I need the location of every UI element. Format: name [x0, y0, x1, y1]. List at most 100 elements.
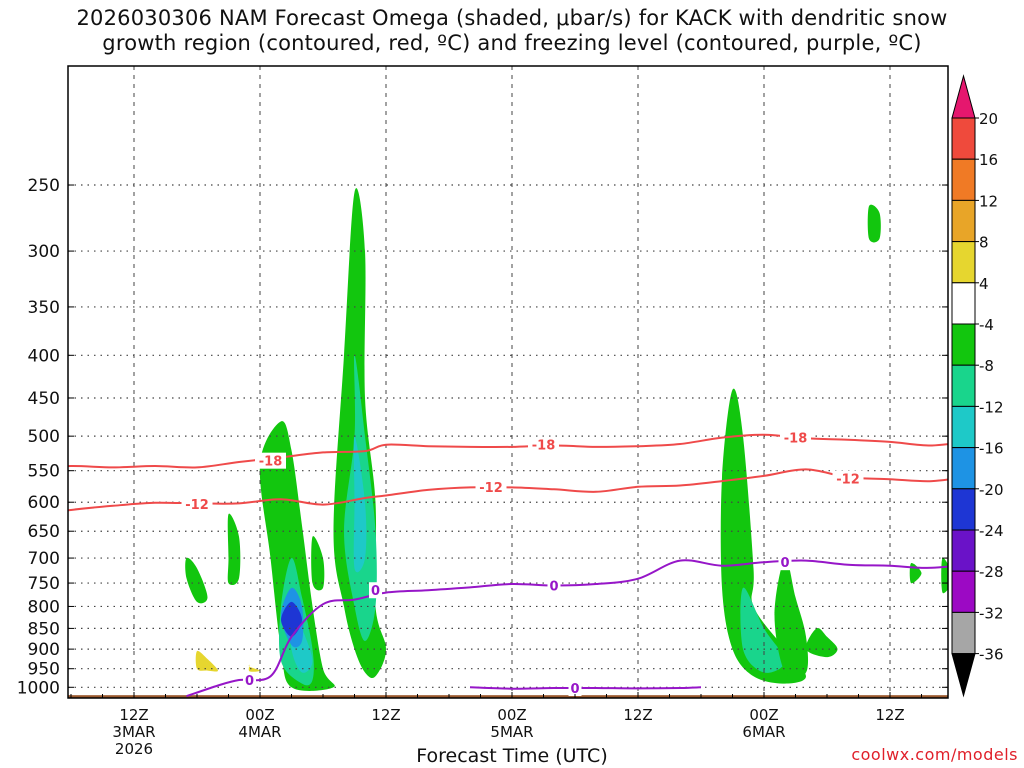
colorbar-box-13 [951, 611, 976, 655]
contour-label-bg-1-1 [475, 478, 507, 495]
colorbar-label-9: -20 [979, 481, 1004, 499]
colorbar-label-8: -16 [979, 440, 1004, 458]
x-tick-label-24-1: 4MAR [238, 723, 281, 741]
y-tick-label-650: 650 [28, 522, 60, 542]
omega-region-green-16 [805, 628, 838, 658]
y-tick-label-950: 950 [28, 660, 60, 680]
omega-region-yellow-1 [248, 664, 260, 672]
y-tick-label-600: 600 [28, 493, 60, 513]
x-tick-label-84-0: 12Z [875, 706, 904, 724]
omega-region-green-4 [259, 421, 335, 691]
colorbar-box-4 [951, 241, 976, 284]
contour-label-bg-3-0 [568, 680, 582, 697]
y-tick-label-500: 500 [28, 427, 60, 447]
contour-label-3-0: 0 [570, 682, 579, 697]
colorbar-label-0: 20 [979, 110, 998, 128]
omega-region-green-19 [867, 204, 881, 243]
colorbar-box-7 [951, 364, 976, 407]
x-tick-label-60-0: 12Z [623, 706, 652, 724]
y-tick-label-250: 250 [28, 176, 60, 196]
colorbar-box-8 [951, 405, 976, 449]
contour-line-2 [186, 559, 948, 698]
colorbar-box-1 [951, 117, 976, 160]
contour-label-1-2: -12 [836, 473, 860, 488]
omega-region-cyan-12 [353, 436, 367, 573]
colorbar-box-11 [951, 529, 976, 572]
colorbar-box-10 [951, 488, 976, 531]
contour-label-bg-0-1 [528, 436, 559, 453]
credit-text: coolwx.com/models [851, 745, 1018, 764]
contour-label-0-0: -18 [259, 455, 283, 470]
colorbar-label-6: -8 [979, 357, 994, 375]
contour-label-0-2: -18 [784, 432, 808, 447]
x-tick-label-72-1: 6MAR [742, 723, 785, 741]
contour-label-bg-1-2 [832, 470, 864, 487]
gridlines [68, 66, 948, 698]
colorbar-label-4: 4 [979, 275, 989, 293]
contour-line-3 [469, 686, 702, 690]
y-tick-label-1000: 1000 [17, 678, 60, 698]
colorbar-box-12 [951, 570, 976, 613]
y-tick-label-800: 800 [28, 597, 60, 617]
colorbar-label-11: -28 [979, 563, 1004, 581]
plot-frame [67, 65, 949, 699]
y-tick-label-450: 450 [28, 389, 60, 409]
y-axis: 2503003504004505005506006507007508008509… [17, 176, 948, 698]
omega-region-green-15 [774, 557, 809, 679]
plot-background [68, 66, 948, 698]
colorbar-label-3: 8 [979, 234, 989, 252]
colorbar-label-7: -12 [979, 398, 1004, 416]
contour-label-2-0: 0 [245, 674, 254, 689]
omega-region-green-9 [311, 536, 325, 591]
ground-strip [68, 695, 948, 698]
ground-strip-fill [68, 695, 948, 698]
contour-label-bg-1-0 [181, 496, 213, 513]
contour-label-bg-2-1 [369, 582, 382, 599]
colorbar-box-6 [951, 323, 976, 366]
x-tick-label-72-0: 00Z [749, 706, 778, 724]
x-tick-label-36-0: 12Z [371, 706, 400, 724]
x-tick-label-12-1: 3MAR [112, 723, 155, 741]
omega-region-teal-14 [740, 587, 785, 673]
contour-label-bg-2-0 [243, 671, 256, 688]
contour-label-0-1: -18 [532, 439, 556, 454]
colorbar-box-5 [951, 282, 976, 325]
colorbar-label-12: -32 [979, 604, 1004, 622]
colorbar-top-arrow [951, 74, 976, 119]
x-tick-label-48-1: 5MAR [490, 723, 533, 741]
y-tick-label-400: 400 [28, 346, 60, 366]
contour-label-2-1: 0 [371, 584, 380, 599]
colorbar-label-2: 12 [979, 192, 998, 210]
y-tick-label-700: 700 [28, 549, 60, 569]
contour-label-bg-0-2 [780, 429, 811, 446]
colorbar-label-13: -36 [979, 646, 1004, 664]
colorbar-bottom-arrow [951, 653, 976, 698]
contour-label-bg-0-0 [255, 452, 286, 469]
x-tick-label-12-2: 2026 [115, 740, 153, 758]
plot-area [68, 66, 948, 698]
x-tick-label-12-0: 12Z [119, 706, 148, 724]
contour-label-1-0: -12 [185, 498, 209, 513]
contour-label-2-2: 0 [549, 579, 558, 594]
colorbar-label-1: 16 [979, 151, 998, 169]
contour-label-bg-2-2 [547, 577, 561, 594]
contour-label-1-1: -12 [479, 481, 503, 496]
omega-region-green-18 [941, 558, 948, 594]
y-tick-label-550: 550 [28, 462, 60, 482]
plot-border [67, 65, 949, 699]
y-tick-label-300: 300 [28, 242, 60, 262]
colorbar-label-5: -4 [979, 316, 994, 334]
y-tick-label-350: 350 [28, 298, 60, 318]
chart-title-line-2: growth region (contoured, red, ºC) and f… [102, 31, 922, 55]
colorbar-box-9 [951, 447, 976, 490]
contour-label-bg-2-3 [778, 554, 792, 571]
omega-region-green-2 [185, 557, 208, 604]
y-tick-label-850: 850 [28, 619, 60, 639]
omega-region-yellow-0 [195, 650, 218, 672]
contour-lines: -18 -18 -18 -12 -12 -12 0 0 0 0 0 [68, 429, 948, 698]
colorbar-label-10: -24 [979, 522, 1004, 540]
x-axis-label: Forecast Time (UTC) [416, 745, 608, 767]
colorbar-box-3 [951, 199, 976, 243]
